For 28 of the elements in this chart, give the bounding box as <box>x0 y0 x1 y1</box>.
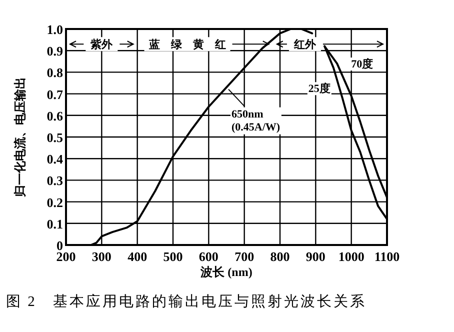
x-axis-title: 波长 (nm) <box>200 265 252 279</box>
y-tick-label: 0.3 <box>46 173 64 188</box>
x-tick-label: 900 <box>306 249 326 264</box>
series-label: 25度 <box>308 82 330 96</box>
y-tick-label: 0.6 <box>46 108 64 124</box>
legend-label: 70度 <box>351 58 374 71</box>
x-tick-label: 500 <box>163 249 183 264</box>
y-tick-label: 0.7 <box>46 86 64 102</box>
y-tick-label: 0.5 <box>46 130 64 145</box>
y-tick-label: 0.2 <box>46 194 63 210</box>
x-tick-label: 400 <box>128 249 148 264</box>
x-tick-label: 600 <box>198 249 218 264</box>
annotation: 紫外 <box>90 38 114 52</box>
x-tick-label: 800 <box>270 249 290 264</box>
y-tick-label: 0.8 <box>46 65 64 80</box>
annotation: 蓝 绿 黄 红 <box>148 38 226 52</box>
x-tick-label: 700 <box>234 249 254 264</box>
text: 图 2 基本应用电路的输出电压与照射光波长关系 <box>6 293 366 310</box>
annotation: 红外 <box>292 38 317 52</box>
y-axis-title: 归一化电流、电压输出 <box>13 77 27 198</box>
y-tick-label: 0.9 <box>46 44 64 59</box>
annotation: 650nm (0.45A/W) <box>232 108 280 134</box>
x-tick-label: 300 <box>92 249 112 264</box>
y-tick-label: 0.1 <box>46 216 63 232</box>
y-tick-label: 0.4 <box>46 152 64 167</box>
x-tick-label: 1000 <box>338 249 364 264</box>
y-tick-label: 1.0 <box>46 22 63 37</box>
x-tick-label: 1100 <box>374 249 400 264</box>
